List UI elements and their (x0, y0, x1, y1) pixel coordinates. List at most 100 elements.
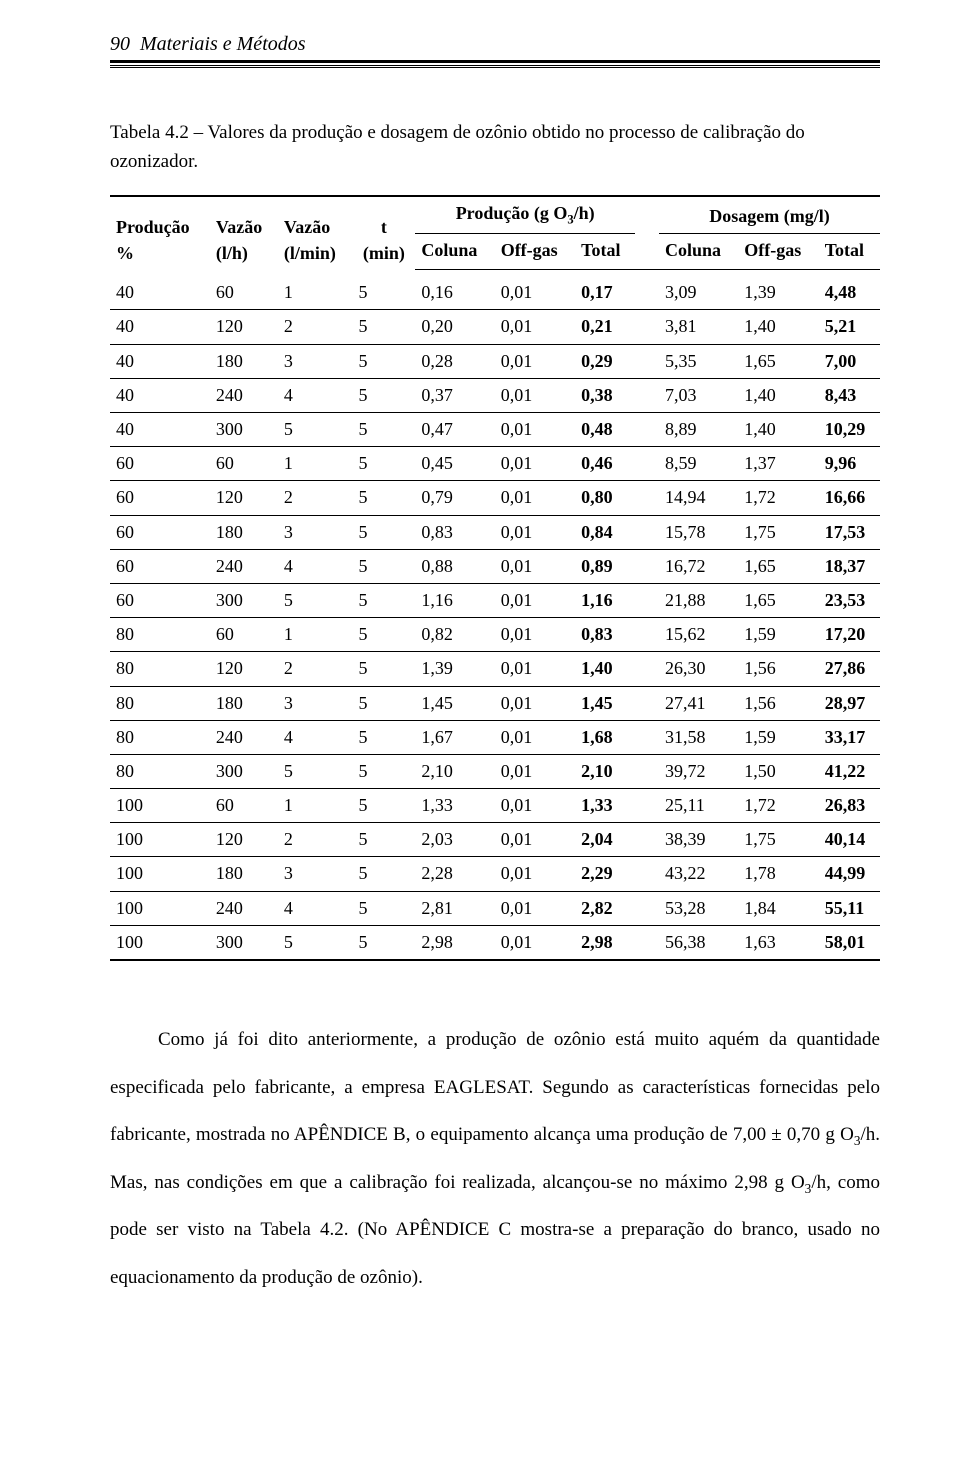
table-head: Produção % Vazão (l/h) Vazão (l/min) t (… (110, 196, 880, 270)
table-cell: 4 (278, 891, 353, 925)
table-cell: 0,79 (415, 481, 494, 515)
table-cell: 1,50 (738, 754, 818, 788)
running-head: 90 Materiais e Métodos (110, 30, 880, 58)
table-cell: 5 (352, 270, 415, 310)
table-cell (635, 925, 659, 960)
table-cell (635, 618, 659, 652)
table-cell: 5 (278, 583, 353, 617)
table-cell: 0,45 (415, 447, 494, 481)
table-cell: 0,38 (575, 378, 635, 412)
table-row: 6060150,450,010,468,591,379,96 (110, 447, 880, 481)
table-cell: 2,81 (415, 891, 494, 925)
table-cell: 5 (352, 823, 415, 857)
para-t1: Como já foi dito anteriormente, a produç… (110, 1029, 880, 1145)
table-cell: 0,01 (495, 447, 575, 481)
table-cell: 40 (110, 310, 210, 344)
table-cell: 1,40 (738, 413, 818, 447)
table-cell: 5 (352, 447, 415, 481)
table-cell: 1,40 (575, 652, 635, 686)
table-cell: 5 (352, 481, 415, 515)
table-cell: 300 (210, 583, 278, 617)
table-cell: 120 (210, 823, 278, 857)
table-cell: 40 (110, 270, 210, 310)
table-cell: 1 (278, 789, 353, 823)
table-cell: 5 (352, 515, 415, 549)
page-number: 90 (110, 33, 130, 55)
table-cell: 5 (352, 754, 415, 788)
table-cell: 0,01 (495, 857, 575, 891)
table-cell: 1,16 (415, 583, 494, 617)
table-cell: 100 (110, 857, 210, 891)
table-cell: 27,86 (819, 652, 880, 686)
table-cell: 5 (352, 720, 415, 754)
table-cell: 8,59 (659, 447, 738, 481)
table-cell: 0,01 (495, 310, 575, 344)
table-row: 80180351,450,011,4527,411,5628,97 (110, 686, 880, 720)
table-cell: 1,33 (415, 789, 494, 823)
table-cell: 2,10 (575, 754, 635, 788)
table-cell: 0,01 (495, 618, 575, 652)
table-cell: 0,82 (415, 618, 494, 652)
table-cell: 1,16 (575, 583, 635, 617)
table-cell: 80 (110, 686, 210, 720)
table-cell: 1,78 (738, 857, 818, 891)
table-cell: 0,84 (575, 515, 635, 549)
group-dosagem: Dosagem (mg/l) (659, 196, 880, 234)
table-cell: 40,14 (819, 823, 880, 857)
table-cell: 0,28 (415, 344, 494, 378)
col-prod-total: Total (575, 234, 635, 270)
table-cell: 8,43 (819, 378, 880, 412)
table-row: 40180350,280,010,295,351,657,00 (110, 344, 880, 378)
table-cell: 80 (110, 720, 210, 754)
table-cell: 25,11 (659, 789, 738, 823)
table-cell: 7,03 (659, 378, 738, 412)
table-cell: 2,03 (415, 823, 494, 857)
table-cell: 0,80 (575, 481, 635, 515)
table-cell: 100 (110, 891, 210, 925)
table-cell: 5,21 (819, 310, 880, 344)
table-row: 80120251,390,011,4026,301,5627,86 (110, 652, 880, 686)
body-paragraph: Como já foi dito anteriormente, a produç… (110, 1016, 880, 1301)
table-cell: 1,59 (738, 720, 818, 754)
table-cell: 240 (210, 549, 278, 583)
table-cell: 300 (210, 925, 278, 960)
section-title: Materiais e Métodos (140, 33, 306, 55)
table-cell: 80 (110, 754, 210, 788)
table-cell: 1,45 (415, 686, 494, 720)
col-dos-offgas: Off-gas (738, 234, 818, 270)
table-cell: 40 (110, 413, 210, 447)
table-cell: 0,48 (575, 413, 635, 447)
table-cell: 2,10 (415, 754, 494, 788)
table-cell: 0,01 (495, 413, 575, 447)
table-row: 80240451,670,011,6831,581,5933,17 (110, 720, 880, 754)
table-cell (635, 823, 659, 857)
table-row: 100300552,980,012,9856,381,6358,01 (110, 925, 880, 960)
caption-prefix: Tabela 4.2 – (110, 122, 208, 143)
table-cell: 1,33 (575, 789, 635, 823)
table-cell: 2,82 (575, 891, 635, 925)
table-cell: 120 (210, 652, 278, 686)
table-cell (635, 652, 659, 686)
table-cell: 1,39 (415, 652, 494, 686)
col-t: t (min) (352, 196, 415, 270)
table-cell: 2,98 (575, 925, 635, 960)
table-cell: 1,75 (738, 515, 818, 549)
table-row: 40240450,370,010,387,031,408,43 (110, 378, 880, 412)
table-cell: 180 (210, 515, 278, 549)
table-cell: 0,01 (495, 720, 575, 754)
table-row: 100240452,810,012,8253,281,8455,11 (110, 891, 880, 925)
table-cell: 3,09 (659, 270, 738, 310)
table-cell: 2 (278, 823, 353, 857)
table-cell: 1 (278, 270, 353, 310)
table-cell: 60 (210, 447, 278, 481)
table-cell: 5 (352, 857, 415, 891)
col-prod-offgas: Off-gas (495, 234, 575, 270)
table-cell: 100 (110, 823, 210, 857)
table-cell: 3 (278, 344, 353, 378)
table-cell: 2 (278, 481, 353, 515)
table-cell: 1,67 (415, 720, 494, 754)
table-cell: 26,83 (819, 789, 880, 823)
table-cell: 5 (352, 789, 415, 823)
table-cell: 0,01 (495, 652, 575, 686)
table-cell: 5 (352, 618, 415, 652)
